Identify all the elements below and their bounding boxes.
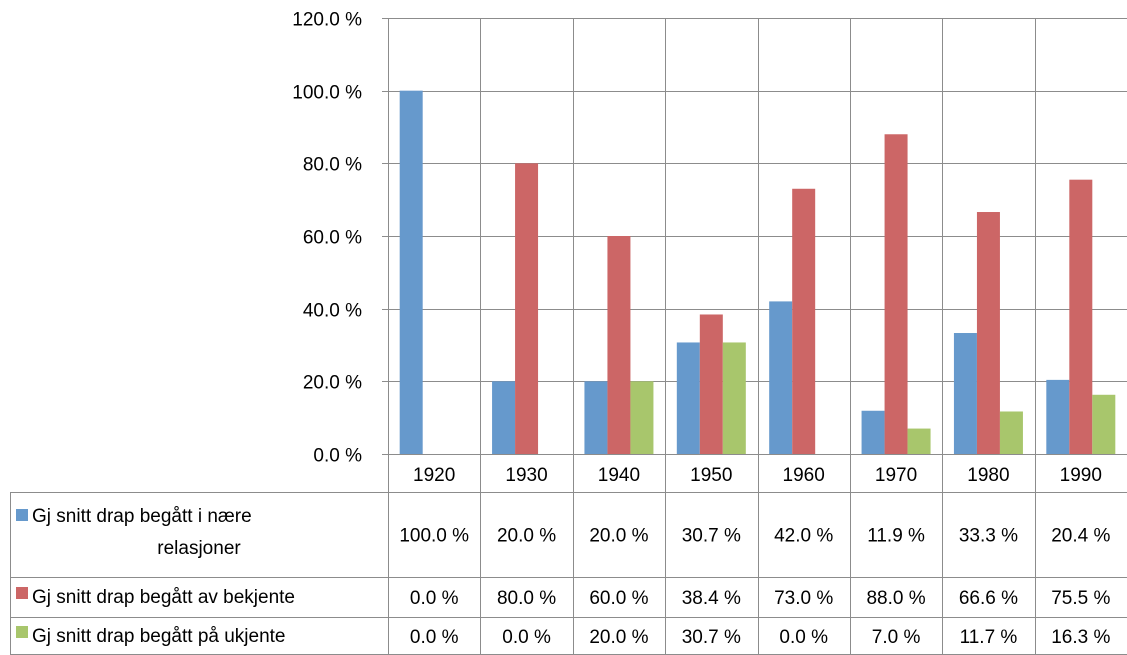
data-label: 42.0 %: [774, 526, 833, 547]
y-tick-label: 80.0 %: [303, 155, 362, 176]
series-name: relasjoner: [157, 538, 241, 559]
data-label: 11.7 %: [960, 627, 1018, 648]
data-label: 60.0 %: [589, 588, 648, 609]
data-label: 20.0 %: [589, 526, 648, 547]
bar-s3-1950: [722, 342, 746, 454]
data-label: 80.0 %: [497, 588, 556, 609]
bar-s1-1990: [1046, 379, 1070, 454]
bar-s2-1950: [699, 314, 723, 454]
y-tick-label: 40.0 %: [303, 301, 362, 322]
data-label: 75.5 %: [1051, 588, 1110, 609]
bar-s1-1980: [953, 333, 977, 454]
data-label: 30.7 %: [682, 526, 741, 547]
bar-s1-1940: [584, 381, 608, 454]
data-label: 66.6 %: [959, 588, 1018, 609]
data-label: 38.4 %: [682, 588, 741, 609]
bar-s3-1980: [999, 411, 1023, 454]
category-label: 1970: [875, 465, 917, 486]
series-name: Gj snitt drap begått på ukjente: [32, 626, 286, 647]
bar-s2-1930: [515, 163, 539, 455]
legend-key-s2: [16, 587, 28, 599]
category-label: 1950: [690, 465, 732, 486]
y-tick-label: 120.0 %: [292, 10, 362, 31]
data-label: 0.0 %: [410, 588, 459, 609]
bar-s2-1970: [884, 134, 908, 454]
data-label: 88.0 %: [866, 588, 925, 609]
category-label: 1990: [1060, 465, 1102, 486]
data-label: 0.0 %: [779, 627, 828, 648]
data-label: 20.4 %: [1051, 526, 1110, 547]
y-tick-label: 60.0 %: [303, 228, 362, 249]
data-label: 11.9 %: [867, 526, 925, 547]
data-label: 20.0 %: [497, 526, 556, 547]
category-label: 1980: [967, 465, 1009, 486]
category-label: 1930: [505, 465, 547, 486]
category-label: 1920: [413, 465, 455, 486]
bar-s1-1950: [676, 342, 700, 454]
data-label: 30.7 %: [682, 627, 741, 648]
series-name: Gj snitt drap begått av bekjente: [32, 587, 295, 608]
category-label: 1960: [783, 465, 825, 486]
y-tick-label: 20.0 %: [303, 373, 362, 394]
data-label: 7.0 %: [872, 627, 921, 648]
bar-s3-1970: [907, 428, 931, 454]
bar-s1-1960: [769, 301, 793, 454]
legend-key-s3: [16, 626, 28, 638]
data-label: 0.0 %: [502, 627, 551, 648]
bar-s3-1940: [630, 381, 654, 454]
category-label: 1940: [598, 465, 640, 486]
data-label: 0.0 %: [410, 627, 459, 648]
series-name: Gj snitt drap begått i nære: [32, 506, 252, 527]
y-tick-label: 0.0 %: [313, 446, 362, 467]
bar-s3-1990: [1092, 394, 1116, 454]
legend-key-s1: [16, 509, 28, 521]
data-label: 33.3 %: [959, 526, 1018, 547]
data-table: 1920 1930 1940 1950 1960 1970 1980 1990 Gj snitt…: [10, 18, 1127, 655]
y-tick-label: 100.0 %: [292, 83, 362, 104]
y-axis-tick-labels: 0.0 % 20.0 % 40.0 % 60.0 % 80.0 % 100.0 % 120.…: [292, 10, 362, 467]
bar-s1-1930: [492, 381, 516, 454]
data-label: 16.3 %: [1051, 627, 1110, 648]
bar-s2-1940: [607, 236, 631, 454]
bar-s2-1980: [976, 212, 1000, 454]
data-label: 73.0 %: [774, 588, 833, 609]
bar-s1-1920: [399, 90, 423, 455]
bar-s2-1990: [1069, 179, 1093, 454]
bars: [399, 90, 1116, 455]
data-label: 100.0 %: [399, 526, 469, 547]
bar-s2-1960: [792, 188, 816, 454]
bar-s1-1970: [861, 410, 885, 454]
data-label: 20.0 %: [589, 627, 648, 648]
